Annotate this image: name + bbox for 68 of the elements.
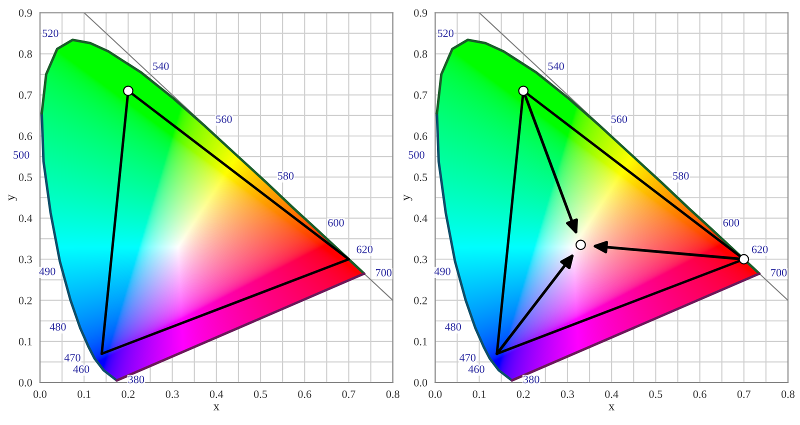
y-tick-label: 0.9	[18, 9, 32, 17]
y-tick-label: 0.6	[414, 132, 428, 140]
x-tick-label: 0.8	[386, 390, 400, 398]
annotation: 480	[50, 323, 66, 331]
y-tick-label: 0.5	[18, 174, 32, 182]
annotation: 460	[468, 365, 484, 373]
annotation: 520	[438, 30, 454, 38]
annotation: 470	[64, 354, 80, 362]
x-tick-label: 0.6	[298, 390, 312, 398]
x-tick-label: 0.3	[166, 390, 179, 398]
annotation: 500	[14, 151, 30, 159]
annotation: 560	[611, 115, 628, 123]
y-tick-label: 0.3	[414, 256, 428, 264]
annotation: 480	[444, 323, 461, 331]
y-axis-title: y	[404, 194, 412, 201]
x-tick-label: 0.0	[33, 390, 47, 398]
x-tick-label: 0.2	[516, 390, 530, 398]
x-tick-label: 0.7	[737, 390, 751, 398]
y-tick-label: 0.7	[414, 91, 428, 99]
y-tick-label: 0.0	[414, 378, 428, 387]
annotation: 620	[752, 246, 768, 254]
annotation: 540	[153, 62, 169, 70]
x-tick-label: 0.4	[210, 390, 224, 398]
x-tick-label: 0.4	[605, 390, 618, 398]
x-tick-label: 0.5	[649, 390, 662, 398]
x-tick-label: 0.3	[560, 390, 574, 398]
y-tick-label: 0.5	[414, 174, 428, 182]
annotation: 540	[548, 62, 564, 70]
x-axis-title: x	[213, 404, 220, 410]
y-tick-label: 0.4	[414, 214, 428, 222]
annotation: 580	[278, 172, 294, 180]
annotation: 470	[460, 354, 476, 362]
annotation: 700	[376, 268, 392, 276]
x-axis-title: x	[608, 404, 615, 410]
x-tick-label: 0.5	[254, 390, 268, 398]
annotation: 490	[434, 268, 450, 276]
y-tick-label: 0.8	[414, 50, 428, 58]
y-tick-label: 0.2	[414, 296, 427, 304]
y-tick-label: 0.1	[414, 338, 427, 346]
x-tick-label: 0.0	[428, 390, 442, 398]
annotation: 700	[771, 268, 787, 276]
y-tick-label: 0.3	[18, 256, 32, 264]
y-tick-label: 0.2	[18, 296, 32, 304]
y-tick-label: 0.0	[18, 378, 32, 387]
y-tick-label: 0.1	[18, 338, 32, 346]
annotation: 600	[328, 218, 344, 226]
x-tick-label: 0.7	[342, 390, 356, 398]
x-tick-label: 0.6	[693, 390, 706, 398]
x-tick-label: 0.2	[122, 390, 135, 398]
annotation: 380	[524, 376, 540, 384]
y-tick-label: 0.8	[18, 50, 32, 58]
y-tick-label: 0.7	[18, 91, 32, 99]
annotation: 490	[39, 268, 56, 276]
x-tick-label: 0.1	[78, 390, 90, 398]
y-tick-label: 0.9	[414, 9, 428, 17]
y-axis-title: y	[8, 194, 18, 201]
annotation: 520	[42, 30, 58, 38]
annotation: 460	[73, 365, 90, 373]
annotation: 580	[673, 172, 689, 180]
x-tick-label: 0.8	[781, 390, 795, 398]
y-tick-label: 0.6	[18, 132, 32, 140]
x-tick-label: 0.1	[472, 390, 486, 398]
annotation: 620	[356, 246, 373, 254]
annotation: 600	[723, 218, 740, 226]
annotation: 500	[408, 151, 424, 159]
annotation: 560	[216, 115, 232, 123]
annotation: 380	[128, 376, 144, 384]
y-tick-label: 0.4	[18, 214, 32, 222]
